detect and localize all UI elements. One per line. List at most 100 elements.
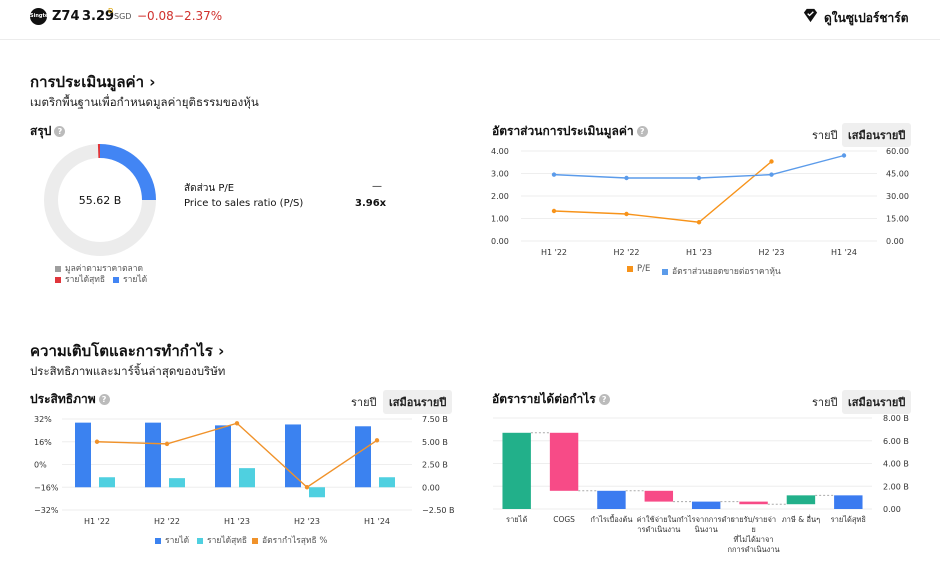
net-income-bar [239,468,255,488]
legend-swatch [627,265,633,272]
y-left-tick: 16% [34,438,52,447]
growth-title[interactable]: ความเติบโตและการทำกำไร › [30,342,225,360]
y-left-tick: 32% [34,415,52,424]
revenue-bar [75,422,91,488]
x-tick: รายรับ/รายจ่ายที่ไม่ได้มาจากการดำเนินงาน [727,515,779,554]
data-point [624,211,629,217]
legend-revenue: รายได้ [113,272,147,286]
pe-label: สัดส่วน P/E [184,183,235,194]
supercharts-icon[interactable] [802,7,819,24]
x-tick: H2 '23 [294,517,320,526]
y-right-tick: 5.00 B [422,438,448,447]
help-icon[interactable]: ? [598,394,610,405]
price-marker: D [108,7,114,15]
x-tick: H2 '23 [758,248,784,257]
growth-subtitle: ประสิทธิภาพและมาร์จิ้นล่าสุดของบริษัท [30,364,226,378]
x-tick: ภาษี & อื่นๆ [782,514,820,524]
efficiency-title: ประสิทธิภาพ? [30,390,110,409]
x-tick: H2 '22 [613,248,639,257]
data-point [696,175,702,181]
series-line [553,160,772,223]
y-right-tick: 45.00 [886,170,909,179]
y-left-tick: −32% [34,506,59,515]
data-point [551,208,557,214]
x-tick: รายได้สุทธิ [831,515,866,524]
price-change: −0.08 [137,9,174,23]
y-left-tick: 0.00 [491,237,509,246]
waterfall-bar [739,501,768,505]
waterfall-bar [597,490,626,509]
x-tick: H1 '22 [84,517,110,526]
data-point [769,172,774,177]
toggle-quasi-annual[interactable]: เสมือนรายปี [842,123,912,147]
y-right-tick: 4.00 B [883,460,909,469]
legend-swatch [252,537,258,544]
x-tick: H1 '24 [364,517,390,526]
toggle-quasi-annual[interactable]: เสมือนรายปี [842,390,912,414]
valuation-ratios-title: อัตราส่วนการประเมินมูลค่า? [492,122,648,141]
revenue-bar [215,425,231,488]
y-left-tick: 0% [34,461,47,470]
data-point [841,153,847,158]
net-income-bar [169,478,185,488]
revenue-bar [145,422,161,488]
revenue-to-profit-chart: 8.00 B 6.00 B 4.00 B 2.00 B 0.00 รายได้ COGS กำ… [493,414,909,554]
symbol-header: Singtel Z74 3.29 D SGD −0.08 −2.37% ดูใน… [0,0,940,40]
waterfall-bar [786,495,816,505]
y-right-tick: 30.00 [886,192,909,201]
help-icon[interactable]: ? [54,126,66,137]
revenue-to-profit-title: อัตรารายได้ต่อกำไร? [492,390,610,409]
legend-swatch [113,276,119,283]
currency: SGD [114,12,132,21]
help-icon[interactable]: ? [98,394,110,405]
y-right-tick: −2.50 B [422,506,455,515]
x-tick: H1 '23 [686,248,712,257]
toggle-quasi-annual[interactable]: เสมือนรายปี [383,390,453,414]
valuation-title[interactable]: การประเมินมูลค่า › [30,73,156,91]
y-right-tick: 15.00 [886,215,909,224]
x-tick: ค่าใช้จ่ายในการดำเนินงาน [637,515,681,534]
y-left-tick: −16% [34,483,59,492]
y-left-tick: 2.00 [491,192,509,201]
net-income-bar [309,487,325,498]
x-tick: H1 '24 [831,248,857,257]
x-tick: กำไรจากการดำเนินงาน [679,515,734,534]
waterfall-bar [502,432,531,509]
data-point [551,172,557,177]
donut-center-value: 55.62 B [79,194,122,207]
y-right-tick: 2.50 B [422,461,448,470]
data-point [624,175,629,181]
revenue-bar [285,424,301,488]
net-margin-point [234,421,240,426]
y-right-tick: 6.00 B [883,437,909,446]
open-supercharts-link[interactable]: ดูในซูเปอร์ชาร์ต [824,11,909,25]
waterfall-bar [834,495,863,509]
ps-label: Price to sales ratio (P/S) [184,198,304,209]
last-price: 3.29 [82,9,115,24]
net-margin-point [374,438,380,443]
x-tick: H1 '22 [541,248,567,257]
y-right-tick: 0.00 [886,237,904,246]
waterfall-bar [549,432,579,491]
x-tick: รายได้ [506,515,527,524]
waterfall-bar [691,501,721,509]
efficiency-chart: 32% 16% 0% −16% −32% 7.50 B 5.00 B 2.50 B 0.00 −2… [34,415,455,526]
y-right-tick: 2.00 B [883,482,909,491]
help-icon[interactable]: ? [636,126,648,137]
toggle-annual[interactable]: รายปี [351,396,377,409]
ps-value: 3.96x [355,198,387,209]
y-left-tick: 1.00 [491,215,509,224]
y-right-tick: 8.00 B [883,414,909,423]
legend-swatch [662,268,668,275]
summary-donut: 55.62 B [44,144,156,256]
legend-swatch [55,265,61,272]
legend-pe: P/E [627,264,650,274]
summary-title: สรุป? [30,122,66,141]
data-point [696,220,702,225]
y-right-tick: 0.00 [422,483,440,492]
y-left-tick: 3.00 [491,170,509,179]
revenue-arc [99,144,156,201]
legend-revenue: รายได้ [155,533,189,547]
toggle-annual[interactable]: รายปี [812,129,838,142]
toggle-annual[interactable]: รายปี [812,396,838,409]
